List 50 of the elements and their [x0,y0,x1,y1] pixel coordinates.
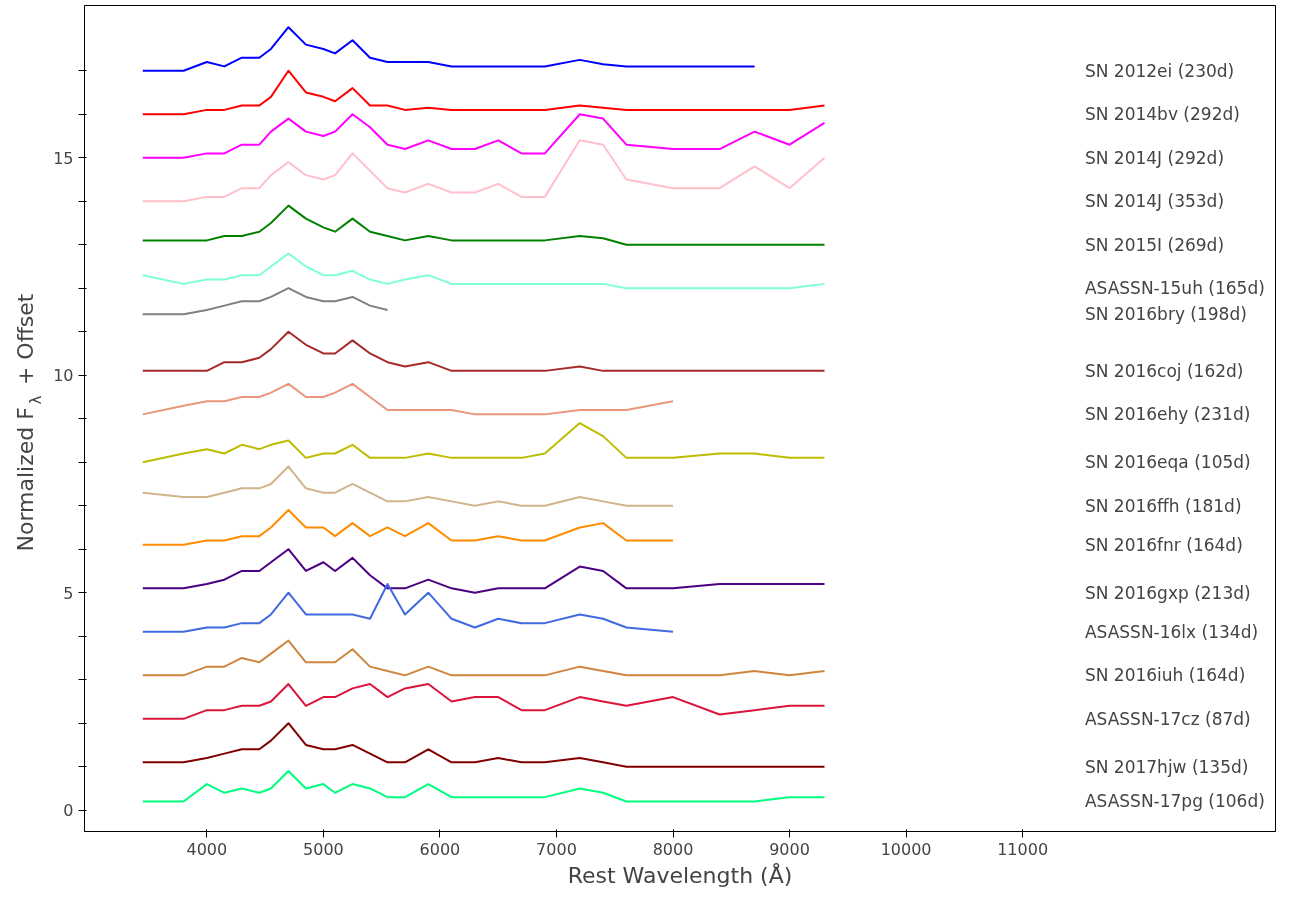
x-tick-label: 4000 [186,839,228,859]
line-series [141,287,389,316]
y-tick-label: 0 [63,801,74,821]
x-tick-label: 7000 [536,839,577,859]
line-series [141,770,826,803]
y-tick-label: 10 [53,366,74,386]
line-series [141,683,826,720]
line-series [141,139,826,203]
text: SN 2014J (292d) [1084,147,1225,168]
text: SN 2016fnr (164d) [1084,534,1243,555]
line-series [141,465,675,507]
line-series [141,382,675,416]
y-tick-label: 15 [53,148,74,168]
y-tick-label: 5 [63,583,74,603]
text: SN 2015I (269d) [1084,234,1225,255]
y-axis-title: Normalized Fλ + Offset [13,293,45,552]
line-series [141,69,826,116]
text: SN 2014J (353d) [1084,191,1225,212]
line-series [141,583,675,633]
text: SN 2016coj (162d) [1084,360,1244,381]
line-series [141,330,826,372]
x-tick-label: 9000 [769,839,810,859]
text: SN 2017hjw (135d) [1084,756,1249,777]
text: ASASSN-17pg (106d) [1084,791,1265,812]
line-series [141,113,826,159]
text: SN 2016bry (198d) [1084,304,1247,325]
text: ASASSN-15uh (165d) [1084,278,1265,299]
x-tick-label: 11000 [997,839,1049,859]
line-series [141,548,826,594]
text: SN 2016ehy (231d) [1084,404,1251,425]
x-tick-label: 8000 [652,839,694,859]
line-series [141,722,826,768]
line-series [141,509,675,546]
text: ASASSN-17cz (87d) [1084,708,1251,729]
text: SN 2012ei (230d) [1084,60,1235,81]
x-tick-label: 5000 [303,839,344,859]
line-series [141,422,826,464]
line-series [141,204,826,246]
line-series [141,639,826,677]
text: SN 2016ffh (181d) [1084,495,1242,516]
text: SN 2016gxp (213d) [1084,582,1251,603]
text: ASASSN-16lx (134d) [1084,621,1259,642]
line-series [141,252,826,290]
line-series [141,26,756,72]
text: SN 2014bv (292d) [1084,104,1240,125]
x-tick-label: 10000 [880,839,932,859]
x-tick-label: 6000 [419,839,461,859]
text: SN 2016iuh (164d) [1084,665,1246,686]
x-axis-title: Rest Wavelength (Å) [567,861,793,888]
text: SN 2016eqa (105d) [1084,452,1251,473]
